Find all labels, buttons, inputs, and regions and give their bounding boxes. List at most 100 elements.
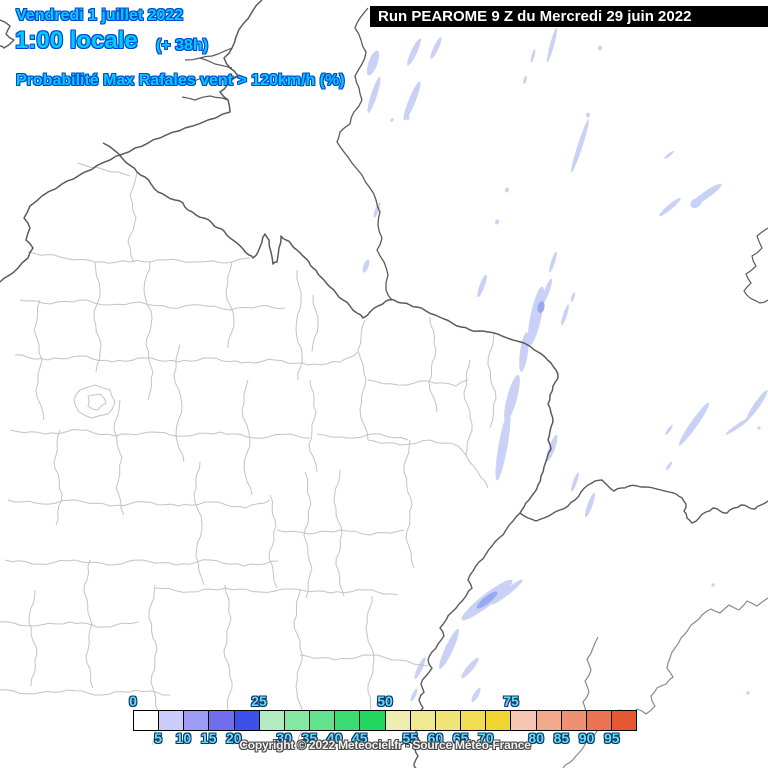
switzerland-inner-line — [579, 636, 599, 723]
legend-cell-15 — [209, 711, 235, 730]
gust-probability-area — [659, 197, 681, 217]
germany-rhine-border — [519, 346, 559, 514]
department-border-line — [83, 559, 94, 689]
forecast-time: 1:00 locale — [15, 27, 138, 54]
legend-cell-45 — [360, 711, 386, 730]
gust-probability-area — [746, 390, 768, 420]
department-border-line — [33, 299, 45, 421]
copyright-notice: Copyright © 2022 Meteociel.fr - Source M… — [239, 738, 531, 752]
department-border-line — [241, 379, 253, 496]
department-border-line — [303, 471, 313, 599]
gust-probability-area — [546, 27, 558, 63]
gust-probability-area — [537, 301, 545, 313]
legend-tick-20: 20 — [226, 730, 242, 746]
legend-tick-5: 5 — [154, 730, 163, 746]
gust-probability-area — [549, 251, 557, 273]
gust-probability-area — [362, 259, 370, 273]
gust-probability-area — [665, 425, 673, 435]
forecast-date: Vendredi 1 juillet 2022 — [16, 7, 184, 24]
gust-probability-area — [407, 38, 421, 66]
legend-tick-60: 60 — [427, 730, 444, 746]
model-run-banner: Run PEAROME 9 Z du Mercredi 29 juin 2022 — [370, 6, 768, 27]
legend-tick-35: 35 — [301, 730, 318, 746]
gust-probability-area — [571, 119, 589, 173]
gust-probability-area — [584, 492, 596, 518]
department-border-line — [77, 162, 131, 177]
gust-probability-area — [527, 286, 545, 346]
department-border-line — [487, 332, 497, 429]
legend-tick-75: 75 — [503, 693, 519, 709]
gust-probability-area — [373, 202, 381, 218]
legend-cell-30 — [284, 711, 311, 730]
gust-probability-area — [546, 434, 558, 462]
gust-probability-area — [491, 579, 523, 605]
legend-cell-75 — [511, 711, 537, 730]
department-border-line — [127, 171, 138, 263]
estuary-line — [187, 75, 239, 83]
department-border-line — [173, 344, 185, 463]
switzerland-north-border — [519, 479, 768, 524]
legend-cell-5 — [159, 711, 185, 730]
right-edge-border-fragment — [743, 227, 768, 304]
legend-cell-0 — [134, 711, 160, 730]
gust-probability-area — [678, 402, 710, 446]
gust-probability-area — [504, 374, 520, 422]
legend-tick-80: 80 — [528, 730, 544, 746]
department-border-line — [154, 587, 399, 596]
probability-patches — [362, 27, 768, 703]
legend-cell-70 — [486, 711, 512, 730]
department-border-line — [465, 454, 489, 489]
gust-probability-area — [523, 76, 527, 84]
legend-tick-30: 30 — [276, 730, 292, 746]
probability-color-scale — [133, 710, 637, 731]
department-border-line — [428, 316, 438, 413]
gust-probability-area — [410, 688, 418, 702]
belgium-luxembourg-border — [102, 142, 532, 348]
gust-probability-area — [366, 50, 380, 76]
gust-probability-area — [403, 81, 421, 121]
gust-probability-area — [541, 278, 553, 304]
department-border-line — [276, 529, 405, 536]
department-border-line — [9, 429, 311, 439]
department-border-line — [333, 469, 345, 597]
gust-probability-area — [406, 116, 410, 120]
legend-cell-40 — [335, 711, 361, 730]
department-border-line — [7, 499, 271, 509]
gust-probability-area — [571, 472, 579, 492]
department-border-line — [357, 319, 369, 441]
gust-probability-area — [665, 461, 673, 471]
gust-probability-area — [561, 304, 569, 326]
legend-cell-55 — [410, 711, 436, 730]
legend-cell-65 — [461, 711, 487, 730]
legend-tick-45: 45 — [352, 730, 368, 746]
gust-probability-area — [367, 76, 381, 114]
legend-cell-90 — [586, 711, 612, 730]
gust-probability-area — [757, 426, 761, 430]
legend-cell-35 — [310, 711, 336, 730]
estuary-line — [199, 57, 233, 69]
gust-probability-area — [585, 112, 591, 118]
estuary-line — [181, 95, 229, 101]
gust-probability-area — [494, 219, 500, 225]
department-border-line — [143, 261, 154, 401]
department-border-line — [4, 559, 279, 567]
legend-tick-95: 95 — [604, 730, 620, 746]
department-border-line — [308, 379, 318, 473]
department-border-line — [53, 429, 63, 526]
legend-cell-80 — [536, 711, 562, 730]
gust-probability-area — [597, 45, 603, 51]
gust-probability-area — [519, 332, 529, 372]
department-border-line — [0, 621, 139, 628]
gust-probability-area — [430, 37, 442, 59]
department-border-line — [225, 261, 235, 349]
legend-tick-10: 10 — [175, 730, 192, 746]
department-border-line — [193, 461, 205, 586]
department-border-line — [365, 596, 376, 725]
legend-cell-95 — [611, 711, 637, 730]
department-border-line — [311, 294, 319, 353]
channel-coastline — [0, 0, 263, 283]
legend-cell-50 — [385, 711, 411, 730]
department-border-line — [316, 433, 409, 441]
